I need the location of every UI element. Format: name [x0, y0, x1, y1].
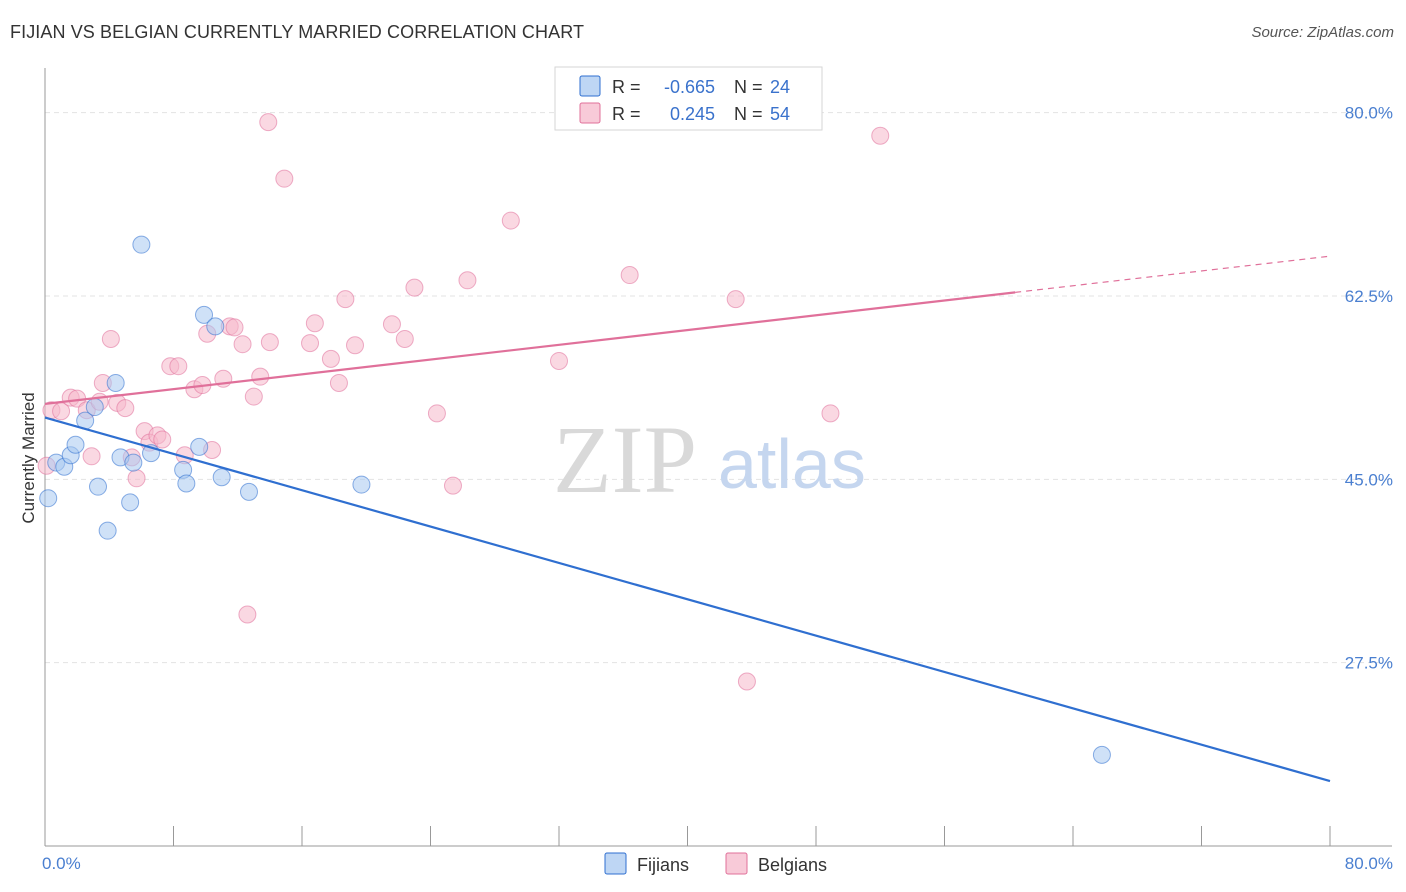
- watermark: ZIP atlas: [553, 406, 866, 513]
- fijians-point: [132, 235, 151, 254]
- belgians-r-value: 0.245: [670, 104, 715, 124]
- fijians-point: [177, 474, 196, 493]
- belgians-point: [225, 318, 244, 337]
- belgians-point: [169, 357, 188, 376]
- belgians-legend-label: Belgians: [758, 855, 827, 875]
- belgians-point: [238, 605, 257, 624]
- y-tick-label: 62.5%: [1345, 287, 1393, 306]
- fijians-point: [206, 317, 225, 336]
- stats-legend: R = -0.665 N = 24 R = 0.245 N = 54: [554, 66, 823, 131]
- fijians-trend-line: [44, 416, 1331, 783]
- y-tick-label: 45.0%: [1345, 470, 1393, 489]
- fijians-point: [66, 435, 85, 454]
- fijians-point: [124, 453, 143, 472]
- fijians-point: [190, 437, 209, 456]
- belgians-point: [501, 211, 520, 230]
- fijians-point: [106, 373, 125, 392]
- belgians-point: [275, 169, 294, 188]
- fijians-r-value: -0.665: [664, 77, 715, 97]
- belgians-point: [244, 387, 263, 406]
- chart-source: Source: ZipAtlas.com: [1251, 24, 1394, 41]
- fijians-swatch: [579, 75, 601, 97]
- belgians-legend-swatch: [725, 852, 748, 875]
- belgians-point: [821, 404, 840, 423]
- belgians-point: [305, 314, 324, 333]
- x-tick-label: 0.0%: [42, 854, 81, 873]
- belgians-point: [427, 404, 446, 423]
- fijians-n-value: 24: [770, 77, 790, 97]
- belgians-point: [101, 329, 120, 348]
- belgians-point: [321, 349, 340, 368]
- belgians-point: [737, 672, 756, 691]
- belgians-point: [458, 271, 477, 290]
- belgians-point: [405, 278, 424, 297]
- belgians-point: [116, 399, 135, 418]
- fijians-point: [85, 398, 104, 417]
- belgians-points: [37, 113, 890, 691]
- belgians-point: [871, 126, 890, 145]
- belgians-trend-line: [44, 291, 1016, 405]
- belgians-point: [346, 336, 365, 355]
- fijians-point: [121, 493, 140, 512]
- belgians-swatch: [579, 102, 601, 124]
- y-tick-label: 27.5%: [1345, 654, 1393, 673]
- belgians-point: [251, 367, 270, 386]
- belgians-point: [233, 335, 252, 354]
- fijians-point: [239, 482, 258, 501]
- fijians-point: [39, 489, 58, 508]
- fijians-point: [1092, 745, 1111, 764]
- chart-title: FIJIAN VS BELGIAN CURRENTLY MARRIED CORR…: [10, 22, 585, 42]
- belgians-point: [382, 315, 401, 334]
- trend-lines: [44, 255, 1331, 783]
- belgians-trend-extension: [1015, 255, 1331, 293]
- belgians-point: [153, 430, 172, 449]
- belgians-point: [329, 373, 348, 392]
- belgians-n-value: 54: [770, 104, 790, 124]
- belgians-point: [301, 334, 320, 353]
- fijians-point: [195, 305, 214, 324]
- belgians-r-label: R =: [612, 104, 641, 124]
- y-axis-label: Currently Married: [19, 392, 38, 523]
- x-tick-labels: 0.0% 80.0%: [42, 854, 1393, 873]
- belgians-point: [443, 476, 462, 495]
- x-tick-label: 80.0%: [1345, 854, 1393, 873]
- y-tick-label: 80.0%: [1345, 104, 1393, 123]
- fijians-legend-swatch: [604, 852, 627, 875]
- fijians-n-label: N =: [734, 77, 763, 97]
- belgians-point: [395, 329, 414, 348]
- watermark-atlas: atlas: [718, 425, 866, 503]
- fijians-points: [39, 235, 1111, 764]
- belgians-n-label: N =: [734, 104, 763, 124]
- belgians-point: [620, 266, 639, 285]
- belgians-point: [82, 447, 101, 466]
- fijians-point: [352, 475, 371, 494]
- belgians-point: [259, 113, 278, 132]
- series-legend: Fijians Belgians: [604, 852, 827, 875]
- belgians-point: [550, 351, 568, 370]
- belgians-point: [127, 469, 146, 488]
- watermark-zip: ZIP: [553, 406, 697, 513]
- belgians-point: [336, 290, 355, 309]
- fijians-point: [212, 468, 231, 487]
- belgians-point: [726, 290, 745, 309]
- fijians-point: [89, 477, 108, 496]
- grid-lines: [45, 112, 1392, 664]
- fijians-point: [98, 521, 117, 540]
- fijians-r-label: R =: [612, 77, 641, 97]
- belgians-point: [260, 333, 279, 352]
- fijians-legend-label: Fijians: [637, 855, 689, 875]
- y-tick-labels: 27.5% 45.0% 62.5% 80.0%: [1345, 104, 1393, 673]
